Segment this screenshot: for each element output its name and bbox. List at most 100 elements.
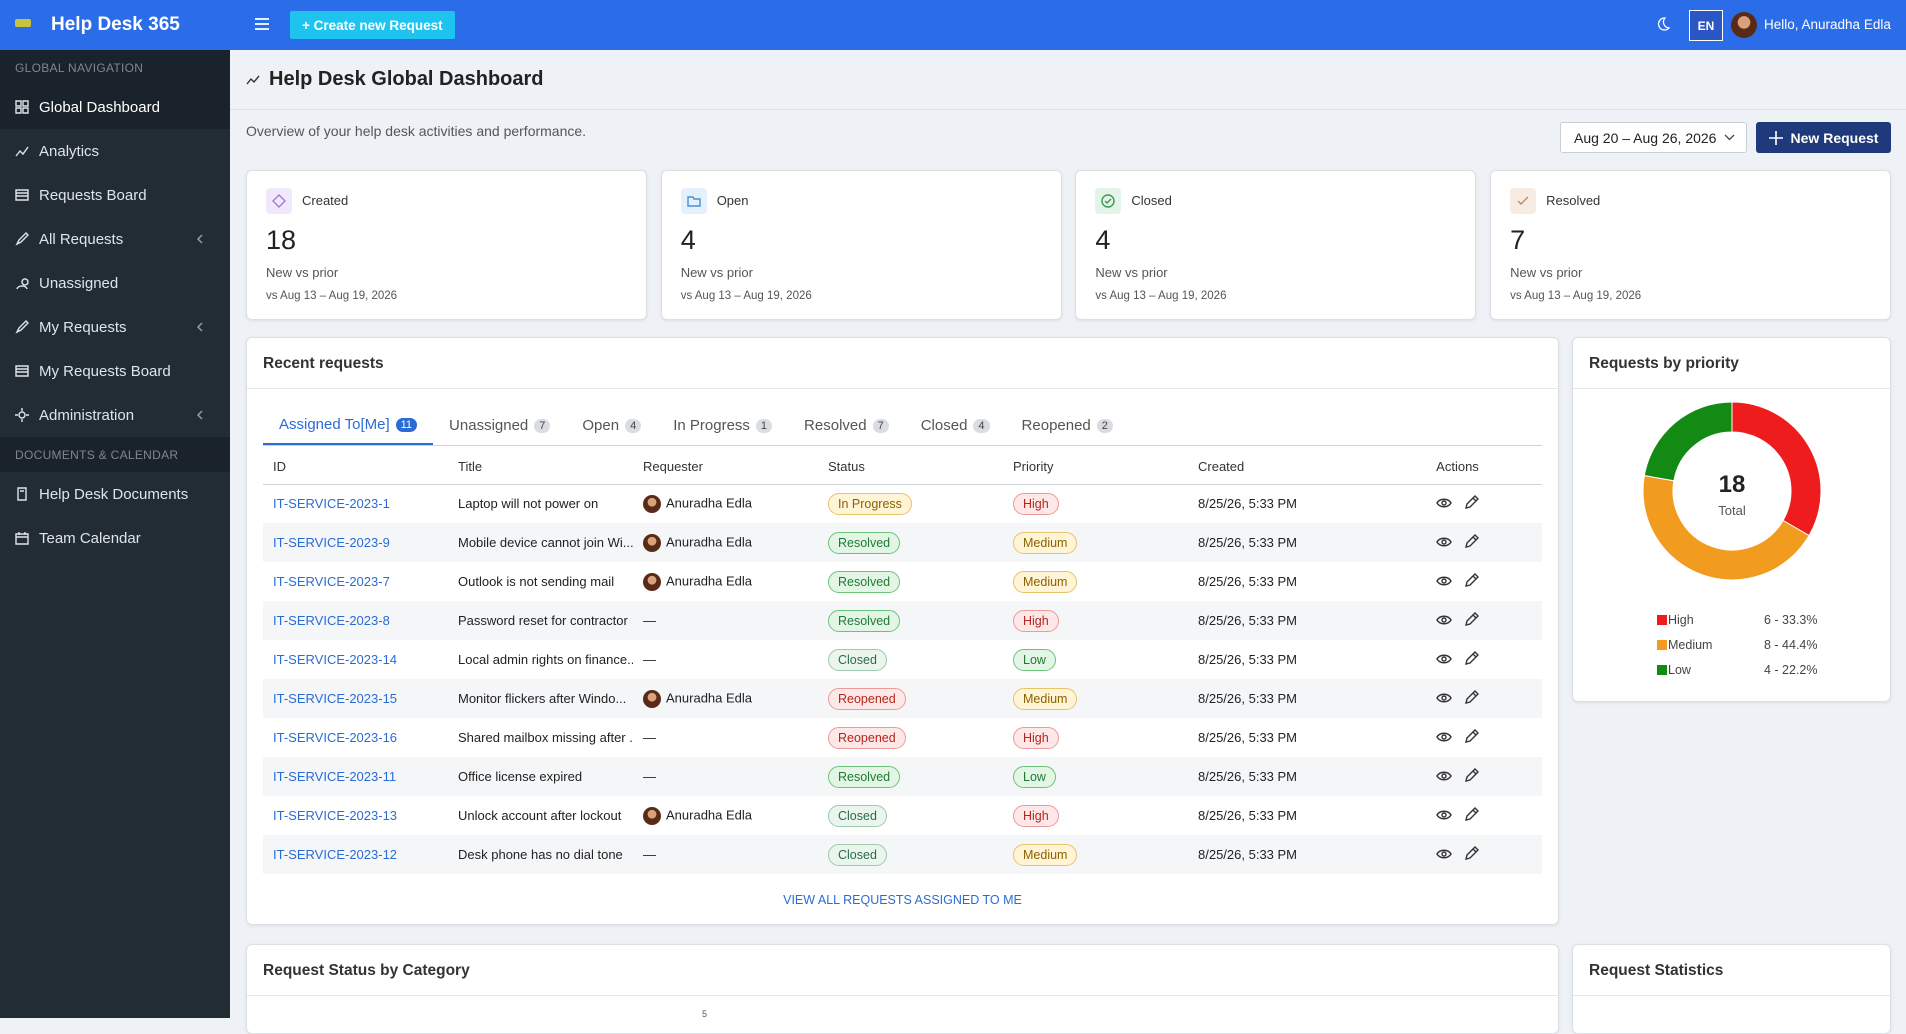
- request-id-link[interactable]: IT-SERVICE-2023-11: [273, 769, 397, 784]
- nav-label: Team Calendar: [39, 529, 141, 547]
- actions-cell: [1373, 796, 1542, 835]
- actions-cell: [1373, 679, 1542, 718]
- request-id-link[interactable]: IT-SERVICE-2023-12: [273, 847, 398, 862]
- tab[interactable]: Reopened 2: [1006, 406, 1129, 445]
- requester-avatar: [643, 494, 661, 513]
- menu-toggle[interactable]: [254, 17, 270, 31]
- tab[interactable]: Resolved 7: [788, 406, 905, 445]
- tab[interactable]: Closed 4: [905, 406, 1006, 445]
- icon-path: [1435, 576, 1452, 586]
- created-date: 8/25/26, 5:33 PM: [1198, 652, 1298, 667]
- icon-path: [1435, 615, 1452, 625]
- edit-icon[interactable]: [1464, 845, 1480, 861]
- create-request-button[interactable]: + Create new Request: [290, 11, 455, 39]
- nav-item[interactable]: All Requests: [0, 217, 230, 261]
- view-icon[interactable]: [1435, 808, 1452, 822]
- view-icon[interactable]: [1435, 496, 1452, 510]
- request-id-link[interactable]: IT-SERVICE-2023-15: [273, 691, 398, 706]
- tab-label: Reopened: [1021, 417, 1091, 434]
- date-range-picker[interactable]: Aug 20 – Aug 26, 2026: [1560, 122, 1747, 153]
- user-greeting[interactable]: Hello, Anuradha Edla: [1764, 17, 1891, 32]
- view-icon[interactable]: [1435, 535, 1452, 549]
- table-row: IT-SERVICE-2023-16 Shared mailbox missing…: [263, 718, 1542, 757]
- table-row: IT-SERVICE-2023-7 Outlook is not sending …: [263, 562, 1542, 601]
- table-cell: Password reset for contractor: [448, 601, 633, 640]
- view-icon[interactable]: [1435, 613, 1452, 627]
- tab[interactable]: In Progress 1: [657, 406, 788, 445]
- request-id-link[interactable]: IT-SERVICE-2023-14: [273, 652, 398, 667]
- table-cell: 8/25/26, 5:33 PM: [1188, 601, 1373, 640]
- table-cell: Closed: [818, 796, 1003, 835]
- tab[interactable]: Open 4: [566, 406, 657, 445]
- view-icon[interactable]: [1435, 574, 1452, 588]
- edit-icon[interactable]: [1464, 806, 1480, 822]
- request-id-link[interactable]: IT-SERVICE-2023-8: [273, 613, 390, 628]
- edit-icon[interactable]: [1464, 650, 1480, 666]
- stat-range: vs Aug 13 – Aug 19, 2026: [266, 290, 398, 302]
- stat-card: Closed 4 New vs prior vs Aug 13 – Aug 19, 2…: [1075, 170, 1477, 320]
- nav-item[interactable]: Global Dashboard: [0, 85, 230, 129]
- view-icon[interactable]: [1435, 769, 1452, 783]
- date-range: Aug 20 – Aug 26, 2026: [1574, 129, 1717, 146]
- edit-icon[interactable]: [1464, 572, 1480, 588]
- table-cell: Shared mailbox missing after ...: [448, 718, 633, 757]
- statistics-card: Request Statistics: [1572, 944, 1891, 1034]
- legend-label: Low: [1668, 663, 1692, 677]
- request-id-link[interactable]: IT-SERVICE-2023-9: [273, 535, 390, 550]
- tab[interactable]: Unassigned 7: [433, 406, 566, 445]
- nav-item[interactable]: Unassigned: [0, 261, 230, 305]
- title-icon: [246, 75, 260, 85]
- stat-glyph: [1101, 194, 1116, 208]
- priority-badge: Medium: [1013, 570, 1078, 593]
- edit-icon[interactable]: [1464, 611, 1480, 627]
- icon-path: [17, 487, 27, 501]
- view-icon[interactable]: [1435, 730, 1452, 744]
- request-title: Mobile device cannot join Wi...: [458, 535, 633, 550]
- view-icon[interactable]: [1435, 652, 1452, 666]
- stat-icon: [680, 188, 707, 214]
- nav-item[interactable]: My Requests Board: [0, 349, 230, 393]
- request-id-link[interactable]: IT-SERVICE-2023-1: [273, 496, 390, 512]
- edit-icon[interactable]: [1464, 689, 1480, 705]
- icon-path: [15, 189, 29, 201]
- nav-item[interactable]: My Requests: [0, 305, 230, 349]
- icon-path: [15, 100, 29, 114]
- view-icon[interactable]: [1435, 691, 1452, 705]
- icon-path: [1464, 534, 1479, 548]
- icon-path: [15, 146, 29, 157]
- edit-icon[interactable]: [1464, 728, 1480, 744]
- requester: —: [643, 769, 656, 784]
- tab[interactable]: Assigned To[Me] 11: [263, 406, 434, 445]
- table-cell: IT-SERVICE-2023-7: [263, 562, 448, 601]
- nav-item[interactable]: Team Calendar: [0, 516, 230, 560]
- requester: —: [643, 613, 656, 628]
- request-id-link[interactable]: IT-SERVICE-2023-16: [273, 730, 398, 745]
- edit-icon[interactable]: [1464, 767, 1480, 783]
- nav-item[interactable]: Administration: [0, 393, 230, 437]
- nav-item[interactable]: Analytics: [0, 129, 230, 173]
- view-icon[interactable]: [1435, 847, 1452, 861]
- language-selector[interactable]: EN: [1689, 10, 1723, 41]
- edit-icon[interactable]: [1464, 533, 1480, 549]
- request-id-link[interactable]: IT-SERVICE-2023-13: [273, 808, 398, 823]
- tab-count: 7: [872, 418, 889, 433]
- icon-path: [1435, 732, 1452, 742]
- created-date: 8/25/26, 5:33 PM: [1198, 691, 1298, 706]
- table-row: IT-SERVICE-2023-15 Monitor flickers after…: [263, 679, 1542, 718]
- new-request-button[interactable]: New Request: [1756, 122, 1891, 153]
- tab-count: 7: [534, 418, 551, 433]
- view-all-link[interactable]: VIEW ALL REQUESTS ASSIGNED TO ME: [783, 893, 1022, 907]
- theme-toggle[interactable]: [1655, 16, 1671, 32]
- edit-icon[interactable]: [1464, 494, 1480, 510]
- request-id-link[interactable]: IT-SERVICE-2023-7: [273, 574, 390, 589]
- nav-item[interactable]: Help Desk Documents: [0, 472, 230, 516]
- status-badge: In Progress: [828, 492, 912, 515]
- priority-badge: High: [1013, 726, 1059, 749]
- nav-label: Help Desk Documents: [39, 485, 189, 503]
- nav-item[interactable]: Requests Board: [0, 173, 230, 217]
- requester: Anuradha Edla: [666, 495, 753, 511]
- nav-section-title: GLOBAL NAVIGATION: [0, 50, 230, 85]
- column-header: Actions: [1373, 450, 1542, 485]
- requester: —: [643, 652, 656, 667]
- table-cell: High: [1003, 484, 1188, 523]
